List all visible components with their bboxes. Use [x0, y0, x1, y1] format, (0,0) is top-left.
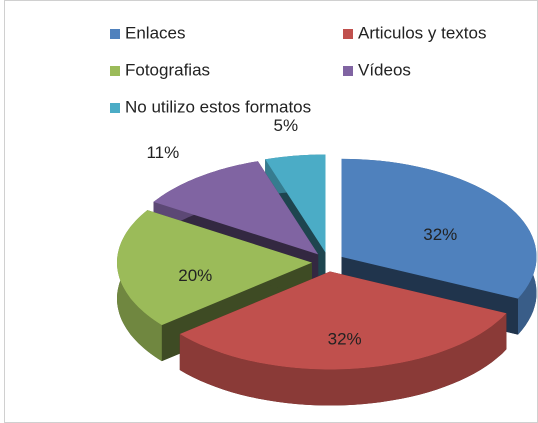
slice-top [265, 154, 326, 253]
legend-label: Enlaces [125, 23, 185, 42]
legend-label: Fotografias [125, 60, 210, 79]
legend-swatch [110, 66, 120, 76]
slice-outer-wall [179, 313, 507, 406]
legend-swatch [343, 29, 353, 39]
data-label: 5% [274, 116, 299, 135]
legend-label: Vídeos [358, 60, 411, 79]
data-label: 32% [328, 329, 362, 348]
legend-swatch [110, 103, 120, 113]
slice-top [179, 271, 507, 370]
slice-top [117, 210, 312, 326]
data-label: 11% [146, 143, 179, 162]
legend-label: Articulos y textos [358, 23, 487, 42]
legend-swatch [343, 66, 353, 76]
slice-top [341, 158, 537, 299]
legend-swatch [110, 29, 120, 39]
pie-slice [179, 271, 507, 406]
slice-top [153, 161, 319, 255]
legend-label: No utilizo estos formatos [125, 97, 311, 116]
data-label: 32% [423, 225, 457, 244]
data-label: 20% [178, 266, 212, 285]
